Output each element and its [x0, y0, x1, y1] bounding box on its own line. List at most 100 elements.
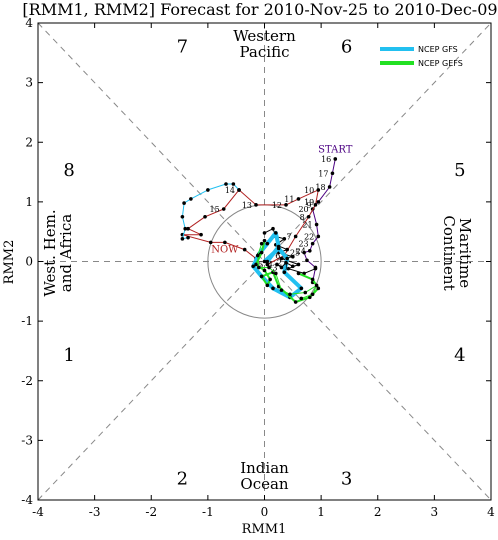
series-point [302, 271, 306, 276]
series-point [189, 197, 193, 201]
series-point [257, 265, 261, 270]
point-label: 23 [298, 240, 308, 249]
region-label-top: Western Pacific [233, 27, 296, 61]
point-label: 10 [304, 186, 314, 195]
annotation-label: START [318, 144, 353, 155]
series-point [282, 270, 287, 275]
series-point [285, 256, 289, 261]
series-point [279, 256, 284, 261]
series-point [313, 266, 318, 271]
series-point [302, 250, 306, 255]
x-tick-label: 4 [487, 505, 495, 519]
series-point [254, 203, 258, 207]
series-point [203, 214, 207, 219]
phase-number: 5 [454, 160, 465, 181]
y-tick-label: 2 [25, 135, 33, 149]
series-point [330, 171, 335, 176]
phase-number: 4 [454, 345, 465, 366]
point-label: 12 [272, 201, 282, 210]
series-point [279, 265, 284, 270]
series-point [199, 232, 203, 237]
series-point [288, 292, 292, 297]
region-labels: Western Pacific Indian Ocean West. Hem.and A… [41, 27, 474, 493]
y-axis-label: RMM2 [2, 240, 17, 285]
point-label: 18 [315, 183, 325, 192]
point-label: 22 [304, 232, 314, 241]
series-point [316, 234, 321, 239]
series-point [274, 231, 278, 235]
series-point [316, 188, 321, 192]
series-point [293, 300, 298, 304]
y-tick-label: -4 [21, 493, 33, 507]
point-label: 16 [321, 155, 331, 164]
series-point [333, 157, 338, 161]
series-point [265, 241, 270, 246]
annotation-label: NOW [211, 245, 239, 256]
series-point [284, 203, 288, 207]
region-label-bottom-line: Indian [240, 459, 289, 477]
series-point [231, 182, 236, 186]
series-point [313, 203, 318, 207]
region-label-left-line: West. Hem. [41, 209, 59, 296]
legend-label: NCEP GEFS [418, 59, 463, 68]
series-point [314, 222, 319, 227]
series-point [267, 265, 271, 270]
series-point [296, 197, 301, 201]
x-tick-label: -3 [89, 505, 101, 519]
point-label: 5 [258, 260, 263, 269]
x-tick-label: -1 [202, 505, 214, 519]
series-point [276, 244, 281, 249]
legend: NCEP GFS NCEP GEFS [380, 45, 463, 68]
series-point [206, 188, 210, 192]
x-tick-label: 1 [317, 505, 325, 519]
region-label-top-line: Western [233, 27, 296, 45]
series-point [291, 254, 295, 259]
series-point [310, 277, 315, 282]
series-point [262, 259, 267, 264]
series-point [303, 290, 308, 295]
series-point [296, 262, 301, 267]
y-tick-label: -2 [21, 374, 33, 388]
series-point [262, 268, 267, 273]
series-point [224, 182, 228, 186]
trajectory-series: 1617181920212223242556789101112131415123… [180, 155, 338, 304]
y-tick-label: 0 [25, 255, 33, 269]
series-point [310, 241, 315, 246]
series-point [186, 226, 190, 231]
region-label-bottom: Indian Ocean [240, 459, 289, 493]
y-tick-label: 3 [25, 76, 33, 90]
series-point [268, 277, 272, 282]
series-point [182, 201, 186, 205]
series-point [208, 240, 213, 245]
series-point [299, 296, 304, 301]
point-label: 17 [318, 169, 328, 178]
point-label: 11 [284, 195, 294, 204]
point-label: 15 [210, 205, 220, 214]
series-point [262, 238, 267, 243]
series-point [299, 286, 304, 291]
point-label: 19 [304, 198, 314, 207]
point-label: 3 [272, 263, 277, 272]
series-point [316, 286, 321, 291]
series-point [180, 214, 185, 219]
x-axis-label: RMM1 [242, 522, 287, 537]
series-line [276, 262, 294, 268]
point-label: 25 [290, 249, 300, 258]
series-point [186, 235, 190, 240]
region-label-left: West. Hem.and Africa [41, 209, 75, 296]
point-label: 1 [284, 262, 289, 271]
series-point [251, 264, 255, 269]
y-tick-label: -1 [21, 314, 33, 328]
series-point [291, 264, 295, 269]
series-point [285, 247, 289, 252]
point-label: 8 [300, 213, 305, 222]
point-label: 6 [275, 252, 280, 261]
phase-number: 2 [177, 468, 188, 489]
series-point [305, 258, 309, 263]
point-label: 7 [287, 232, 292, 241]
series-point [310, 292, 315, 297]
series-point [271, 226, 275, 231]
